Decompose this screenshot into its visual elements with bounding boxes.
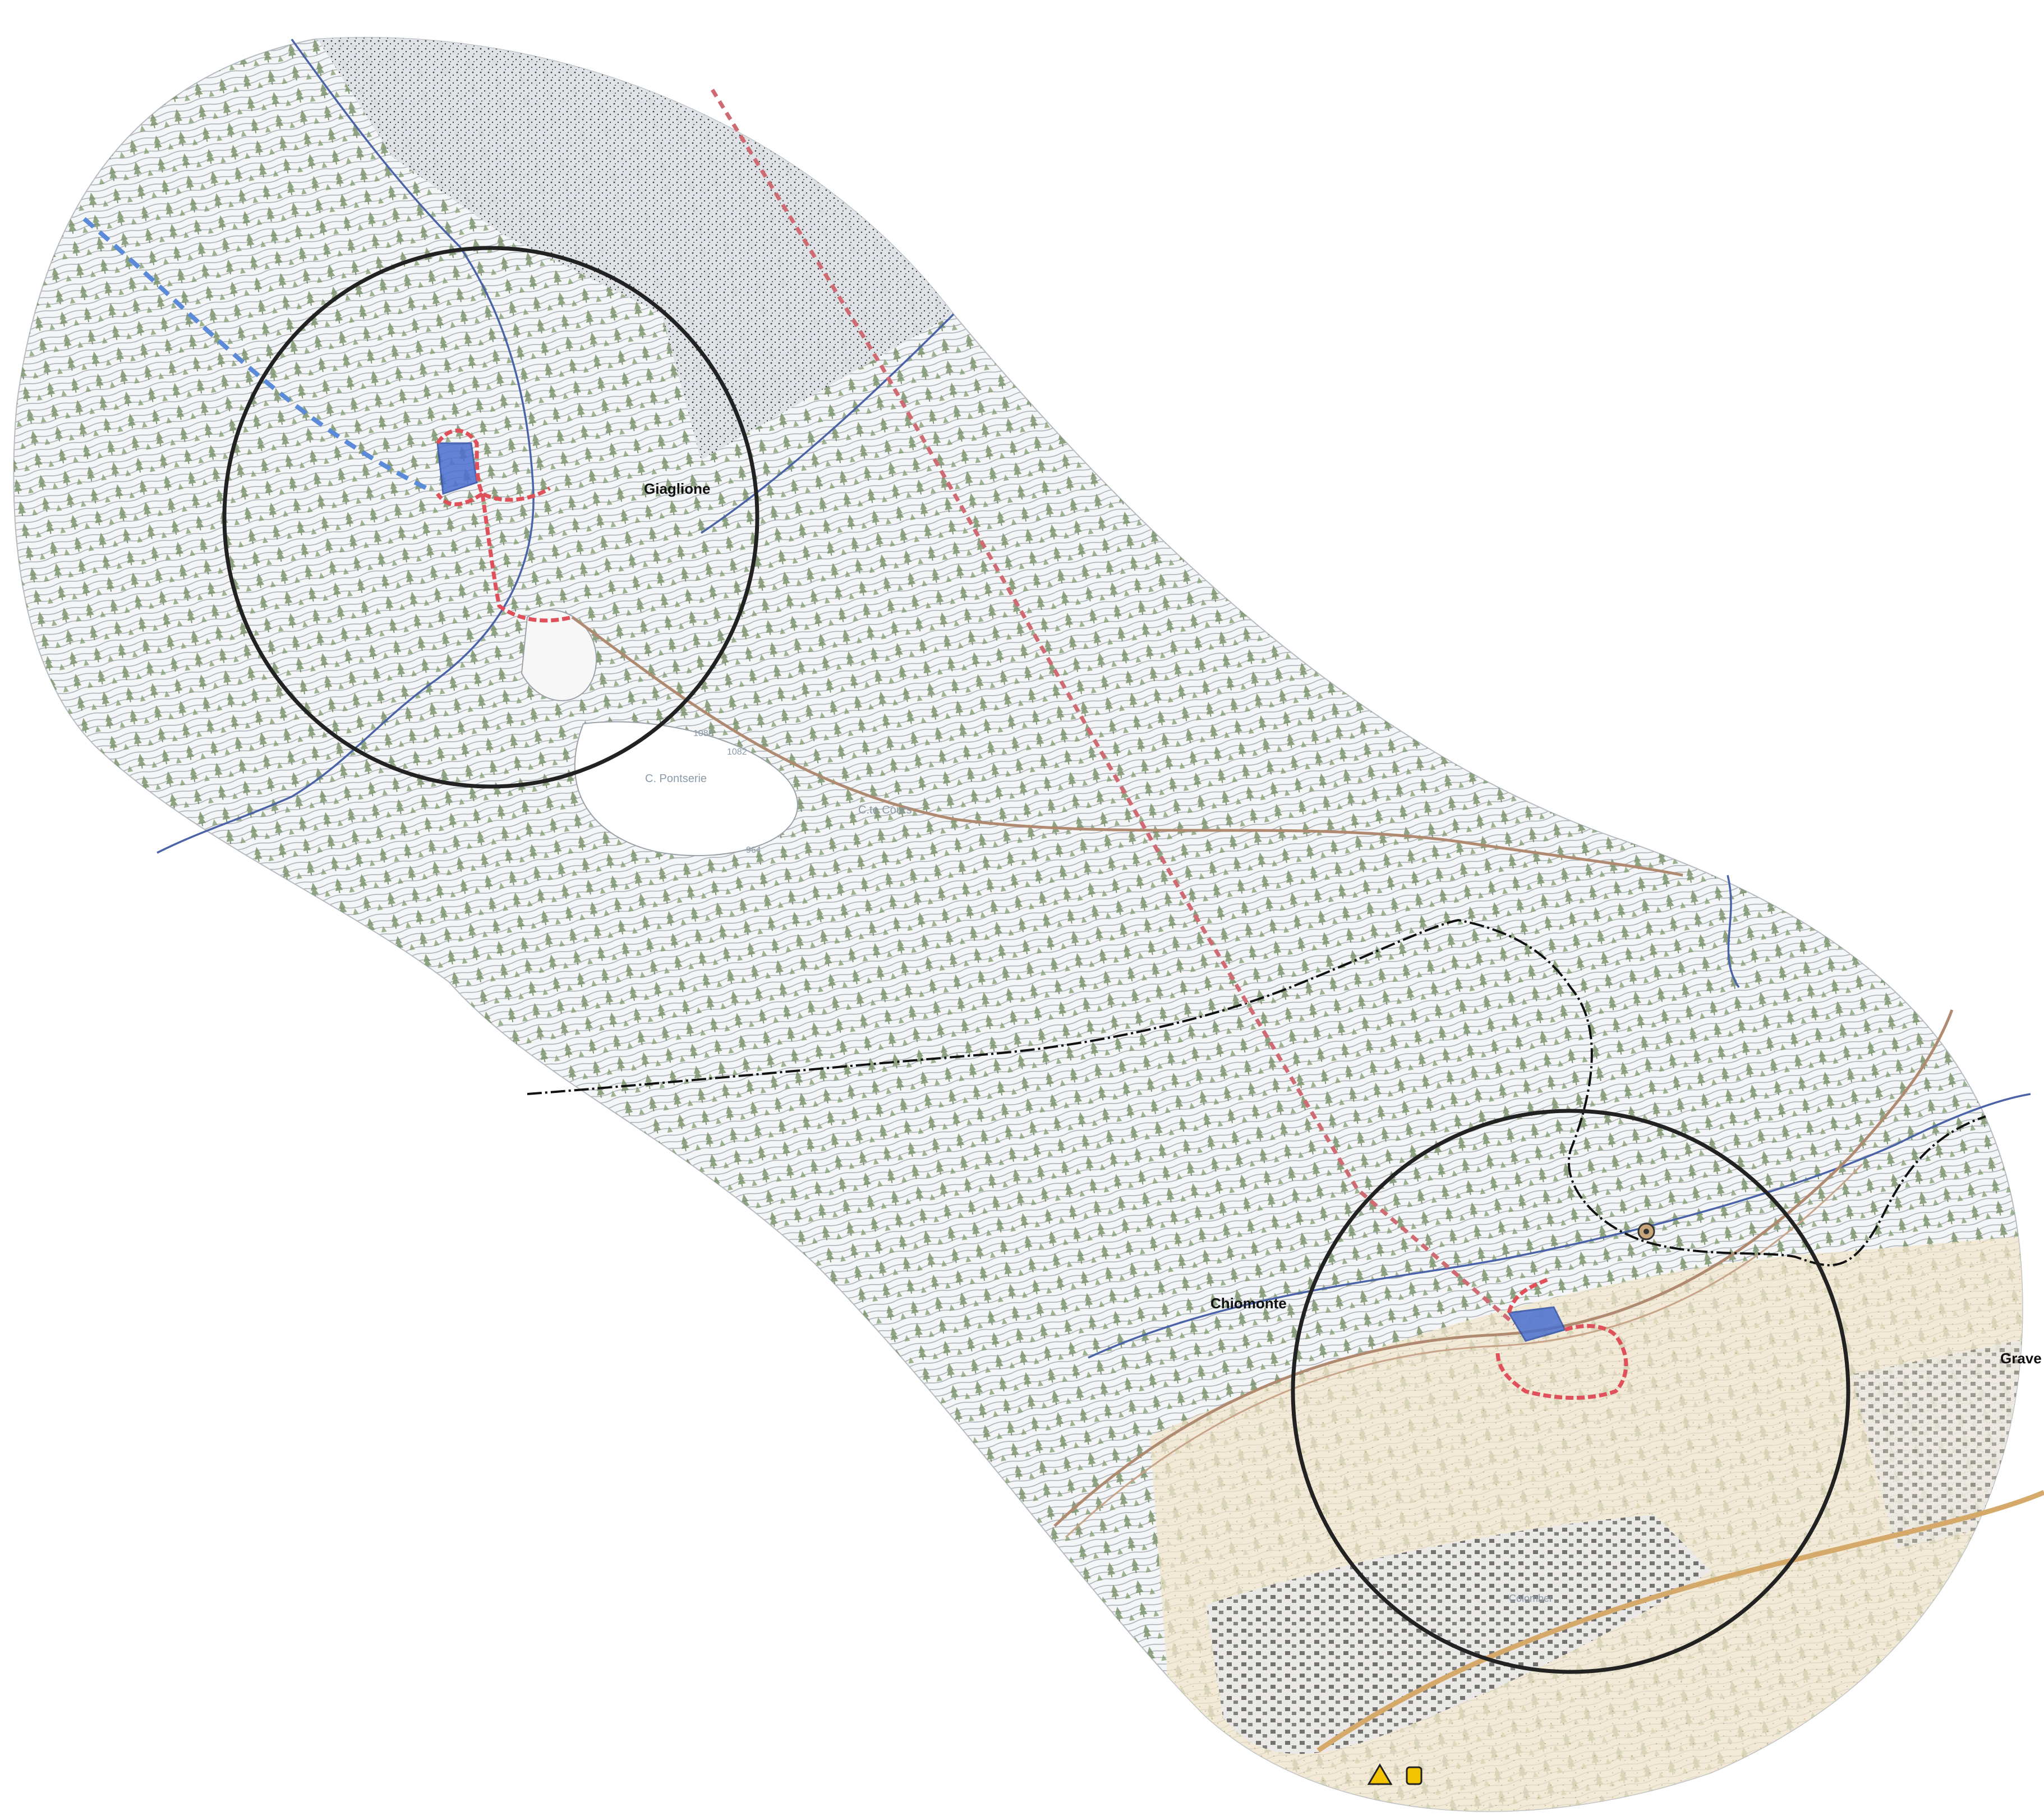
river-network <box>156 38 2031 1359</box>
buffer-circle-giaglione <box>222 246 759 789</box>
yellow-badge-icon <box>1406 1766 1422 1785</box>
site-giaglione <box>436 429 573 623</box>
road-valley-2 <box>1065 1163 1863 1538</box>
buffer-circle-chiomonte <box>1291 1109 1850 1674</box>
label-elevation-964: 964 <box>746 845 761 855</box>
site-chiomonte <box>1495 1277 1628 1400</box>
tunnel-route <box>711 89 1516 1326</box>
road-main <box>571 615 1683 877</box>
road-network <box>571 615 2044 1753</box>
site-giaglione-blue <box>436 442 478 495</box>
road-valley <box>1053 1009 1954 1527</box>
site-chiomonte-red <box>1495 1277 1628 1400</box>
warning-triangle-icon <box>1367 1763 1393 1785</box>
circle-target-icon <box>1637 1222 1655 1240</box>
river-lower <box>1088 1093 2031 1359</box>
river-upper <box>156 38 535 854</box>
place-label-chiomonte: Chiomonte <box>1210 1295 1287 1312</box>
river-side <box>701 313 955 534</box>
label-elevation-1085: 1085 <box>693 729 713 738</box>
place-label-giaglione: Giaglione <box>644 480 710 497</box>
town-buildings <box>1206 1515 1711 1754</box>
site-giaglione-red <box>436 429 573 623</box>
label-colombera: Colomber <box>1509 1593 1553 1604</box>
label-elevation-1082: 1082 <box>727 747 747 757</box>
label-c-pontserie: C. Pontserie <box>645 773 707 785</box>
meadow-clearing <box>574 721 798 857</box>
blue-dashed-conduit <box>82 217 427 490</box>
motorway <box>1316 1490 2044 1753</box>
place-label-gravere: Grave <box>2000 1350 2042 1367</box>
meadow-clearing-2 <box>521 609 597 701</box>
label-c-te-cours: C.te Cours <box>858 804 912 816</box>
river-east <box>1727 875 1740 988</box>
